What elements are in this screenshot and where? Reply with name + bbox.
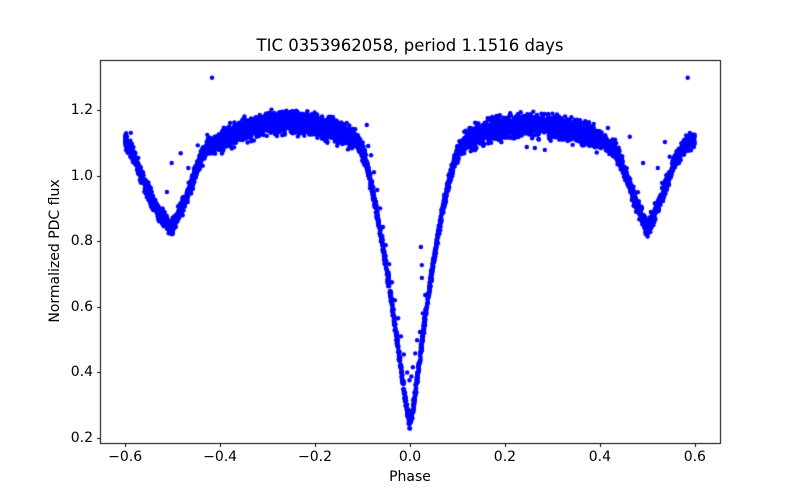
chart-title: TIC 0353962058, period 1.1516 days: [256, 36, 564, 55]
y-tick-label: 0.2: [70, 430, 93, 447]
y-tick-label: 1.0: [70, 167, 93, 184]
x-tick-label: −0.4: [203, 449, 238, 465]
x-axis-label: Phase: [389, 469, 431, 485]
x-tick-label: 0.6: [683, 449, 706, 465]
x-tick-label: 0.0: [398, 449, 422, 465]
x-tick-label: −0.6: [108, 449, 143, 465]
x-tick-label: −0.2: [298, 449, 333, 465]
x-tick-label: 0.2: [493, 449, 517, 465]
y-tick-label: 1.2: [70, 101, 93, 118]
y-tick-label: 0.6: [70, 298, 93, 315]
y-tick-label: 0.4: [70, 364, 93, 381]
y-tick-label: 0.8: [70, 233, 93, 250]
x-tick-label: 0.4: [588, 449, 612, 465]
